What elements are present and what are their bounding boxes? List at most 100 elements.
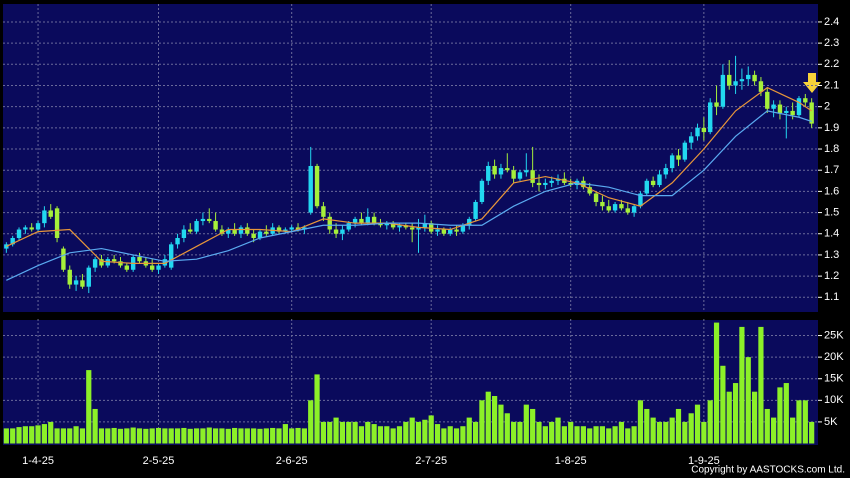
candle-body (733, 81, 738, 86)
candle-body (308, 165, 313, 213)
candle-body (638, 193, 643, 207)
volume-bar (238, 428, 244, 444)
volume-bar (498, 404, 504, 444)
volume-bar (517, 421, 523, 444)
volume-bar (79, 428, 86, 444)
candle-body (803, 98, 808, 103)
y-tick-label: 2.3 (824, 37, 839, 49)
volume-bar (282, 424, 288, 444)
candle-body (549, 180, 554, 183)
volume-bar (447, 426, 453, 444)
candle-body (543, 182, 548, 186)
candle-body (137, 257, 142, 262)
volume-bar (54, 428, 60, 444)
candle-body (612, 204, 618, 211)
candle-body (276, 227, 282, 232)
candle-body (73, 280, 79, 285)
candle-body (606, 206, 611, 211)
y-tick-label: 1.6 (824, 185, 839, 197)
candle-body (327, 216, 332, 230)
candle-body (156, 265, 161, 270)
volume-bar (644, 408, 650, 444)
volume-bar (352, 421, 358, 444)
volume-bar (713, 322, 720, 444)
volume-bar (22, 426, 28, 444)
volume-bar (568, 421, 574, 444)
candle-body (365, 216, 370, 224)
volume-bar (60, 428, 67, 444)
volume-bar (48, 421, 54, 444)
y-tick-label: 2.2 (824, 58, 839, 70)
volume-bar (631, 426, 637, 444)
candle-body (688, 136, 694, 143)
candle-body (232, 229, 237, 234)
volume-bar (790, 417, 796, 444)
candle-body (200, 218, 206, 222)
candle-body (314, 165, 320, 207)
candle-body (340, 229, 345, 234)
volume-bar (35, 425, 41, 444)
volume-bar (720, 365, 726, 444)
volume-bar (764, 408, 770, 444)
candle-body (264, 231, 269, 234)
candle-body (619, 204, 624, 209)
volume-bar (244, 428, 250, 444)
volume-bar (542, 426, 548, 444)
volume-bar (308, 400, 314, 444)
candle-body (397, 225, 402, 228)
candle-body (333, 229, 339, 234)
volume-bar (466, 417, 472, 444)
volume-bar (98, 428, 105, 444)
candle-body (758, 81, 764, 92)
y-tick-label: 10K (824, 394, 844, 406)
candle-body (378, 223, 383, 226)
volume-bar (777, 387, 783, 444)
candle-body (245, 227, 250, 234)
candle-body (682, 142, 688, 160)
volume-bar (593, 426, 599, 444)
y-tick-label: 1.5 (824, 206, 839, 218)
candle-body (149, 265, 155, 270)
candle-body (720, 74, 726, 107)
volume-bar (371, 424, 377, 444)
volume-bar (669, 417, 675, 444)
candle-body (302, 227, 307, 230)
volume-bar (10, 428, 16, 444)
volume-bar (193, 428, 200, 444)
candle-body (105, 259, 110, 266)
candle-body (625, 208, 630, 213)
volume-bar (675, 408, 682, 444)
volume-bar (707, 400, 713, 444)
volume-bar (168, 428, 174, 444)
volume-bar (511, 421, 517, 444)
volume-bar (263, 428, 269, 444)
volume-bar (212, 428, 219, 444)
candle-body (359, 218, 364, 224)
volume-bar (663, 421, 669, 444)
candle-body (238, 227, 244, 234)
copyright: Copyright by AASTOCKS.com Ltd. (691, 465, 845, 476)
candle-body (67, 269, 72, 285)
x-tick-label: 1-8-25 (555, 455, 587, 467)
volume-bar (625, 428, 631, 444)
candle-body (111, 259, 117, 262)
y-tick-label: 1.3 (824, 249, 839, 261)
volume-bar (206, 427, 212, 444)
volume-bar (688, 413, 694, 444)
candle-body (568, 182, 573, 186)
volume-bar (656, 421, 663, 444)
latest-marker-arrow (803, 73, 821, 93)
candle-body (511, 170, 516, 179)
candle-body (118, 261, 123, 266)
moving-average-line (6, 110, 812, 281)
y-tick-label: 2 (824, 101, 830, 113)
candle-body (669, 155, 675, 169)
volume-bar (555, 417, 561, 444)
volume-bar (339, 421, 346, 444)
candle-body (505, 168, 510, 171)
volume-bar (479, 400, 485, 444)
volume-bar (758, 326, 764, 444)
volume-bar (124, 428, 130, 444)
candle-body (701, 127, 707, 133)
moving-average-line (6, 86, 812, 265)
